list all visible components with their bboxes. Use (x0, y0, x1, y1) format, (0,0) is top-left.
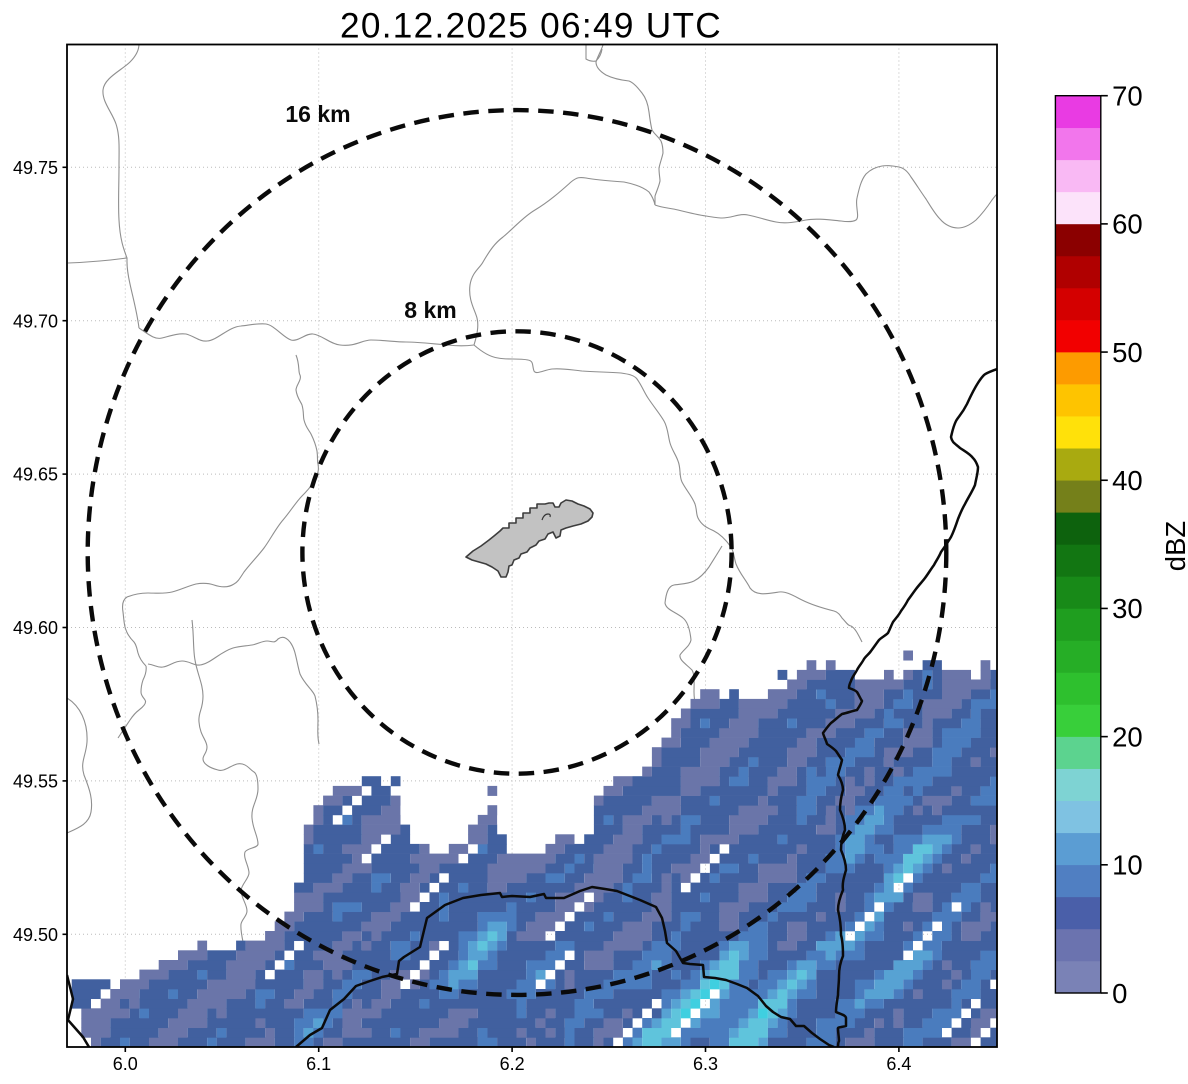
svg-text:49.50: 49.50 (13, 925, 58, 945)
svg-text:40: 40 (1112, 465, 1143, 496)
svg-text:70: 70 (1112, 81, 1143, 112)
svg-text:6.3: 6.3 (693, 1054, 718, 1074)
svg-text:50: 50 (1112, 337, 1143, 368)
svg-text:49.75: 49.75 (13, 158, 58, 178)
svg-text:49.55: 49.55 (13, 772, 58, 792)
svg-text:60: 60 (1112, 209, 1143, 240)
svg-text:16 km: 16 km (285, 101, 350, 127)
svg-text:30: 30 (1112, 593, 1143, 624)
svg-text:6.1: 6.1 (306, 1054, 331, 1074)
svg-text:6.4: 6.4 (886, 1054, 911, 1074)
svg-text:20.12.2025 06:49 UTC: 20.12.2025 06:49 UTC (340, 7, 722, 46)
svg-text:dBZ: dBZ (1160, 521, 1188, 571)
svg-text:49.70: 49.70 (13, 311, 58, 331)
svg-text:0: 0 (1112, 978, 1127, 1009)
svg-text:10: 10 (1112, 850, 1143, 881)
svg-text:49.60: 49.60 (13, 618, 58, 638)
svg-text:6.0: 6.0 (113, 1054, 138, 1074)
svg-text:6.2: 6.2 (500, 1054, 525, 1074)
svg-text:8 km: 8 km (404, 297, 456, 323)
svg-text:49.65: 49.65 (13, 465, 58, 485)
svg-text:20: 20 (1112, 721, 1143, 752)
